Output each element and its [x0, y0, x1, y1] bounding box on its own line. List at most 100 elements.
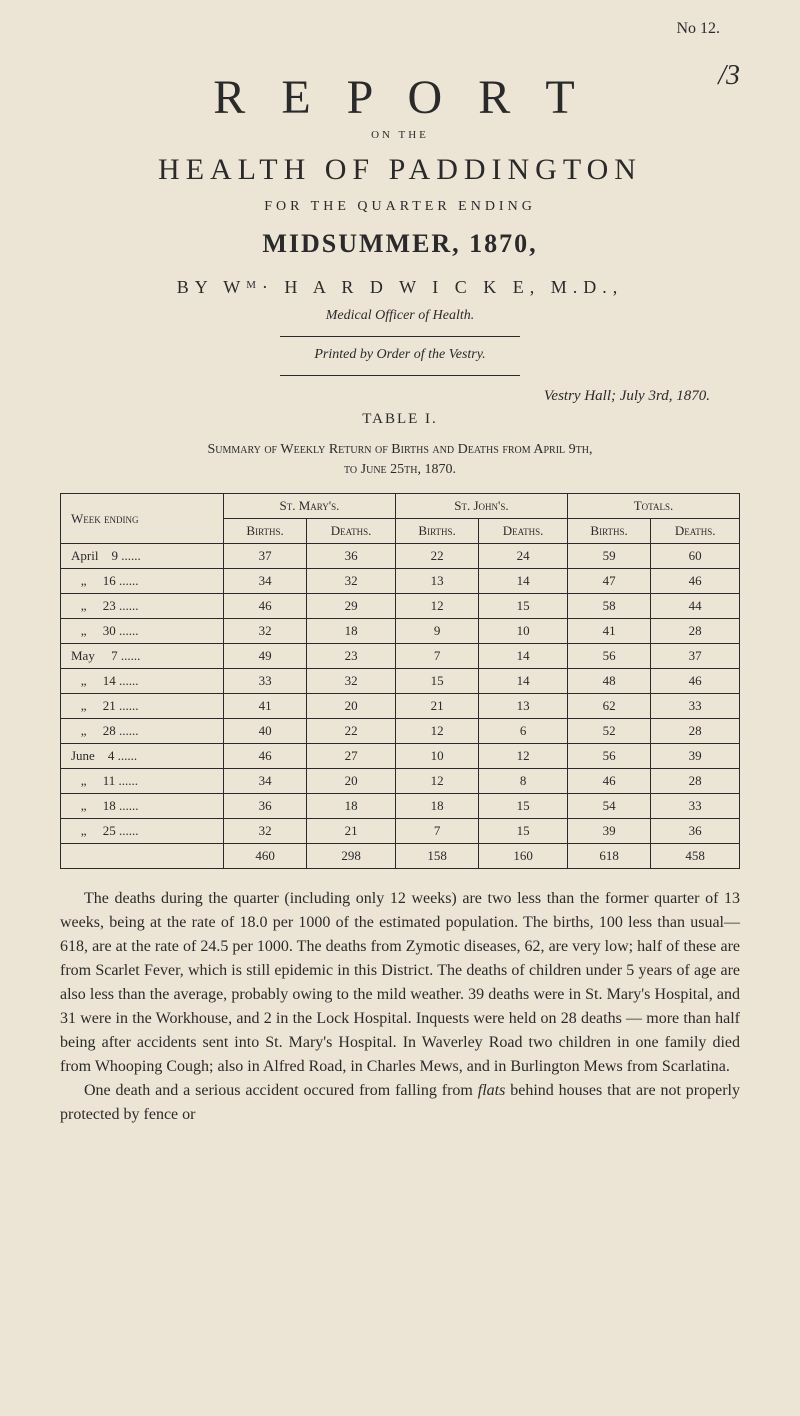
cell-tb: 46 [567, 769, 650, 794]
cell-week: „ 18 ...... [61, 794, 224, 819]
summary-table: Week ending St. Mary's. St. John's. Tota… [60, 493, 740, 869]
table-row: „ 14 ......333215144846 [61, 669, 740, 694]
cell-md: 22 [307, 719, 396, 744]
table-row: „ 16 ......343213144746 [61, 569, 740, 594]
cell-td: 33 [651, 794, 740, 819]
table-row: „ 18 ......361818155433 [61, 794, 740, 819]
health-title: HEALTH OF PADDINGTON [60, 153, 740, 187]
officer-line: Medical Officer of Health. [60, 308, 740, 324]
report-title: R E P O R T [60, 70, 740, 125]
cell-mb: 34 [223, 569, 306, 594]
cell-md: 18 [307, 794, 396, 819]
cell-jd: 13 [479, 694, 568, 719]
cell-td: 46 [651, 669, 740, 694]
cell-tb: 56 [567, 644, 650, 669]
cell-jb: 12 [395, 769, 478, 794]
cell-mb: 46 [223, 594, 306, 619]
cell-week: „ 28 ...... [61, 719, 224, 744]
cell-jb: 9 [395, 619, 478, 644]
divider [280, 336, 520, 337]
cell-tb: 39 [567, 819, 650, 844]
col-totals-births: Births. [567, 519, 650, 544]
cell-mb: 32 [223, 819, 306, 844]
cell-week: „ 11 ...... [61, 769, 224, 794]
cell-jd: 8 [479, 769, 568, 794]
cell-jb: 13 [395, 569, 478, 594]
divider [280, 375, 520, 376]
p2-em: flats [478, 1082, 506, 1099]
table-row: „ 11 ......34201284628 [61, 769, 740, 794]
col-mary-births: Births. [223, 519, 306, 544]
cell-jb: 15 [395, 669, 478, 694]
table-row: „ 25 ......32217153936 [61, 819, 740, 844]
author-line: BY Wᴹ· H A R D W I C K E, M.D., [60, 277, 740, 298]
cell-td: 28 [651, 769, 740, 794]
cell-md: 21 [307, 819, 396, 844]
cell-jd: 14 [479, 569, 568, 594]
cell-td-total: 458 [651, 844, 740, 869]
cell-td: 60 [651, 544, 740, 569]
cell-jd: 14 [479, 669, 568, 694]
cell-jb: 18 [395, 794, 478, 819]
cell-week-total [61, 844, 224, 869]
table-row: May 7 ......49237145637 [61, 644, 740, 669]
cell-md: 23 [307, 644, 396, 669]
col-week: Week ending [61, 494, 224, 544]
summary-line2: to June 25th, 1870. [344, 462, 456, 477]
table-row: „ 21 ......412021136233 [61, 694, 740, 719]
cell-jb: 22 [395, 544, 478, 569]
paragraph-2: One death and a serious accident occured… [60, 1079, 740, 1127]
table-row: „ 30 ......32189104128 [61, 619, 740, 644]
cell-week: June 4 ...... [61, 744, 224, 769]
cell-jb: 7 [395, 644, 478, 669]
cell-td: 39 [651, 744, 740, 769]
cell-mb: 41 [223, 694, 306, 719]
quarter-subtitle: FOR THE QUARTER ENDING [60, 199, 740, 215]
cell-md: 32 [307, 669, 396, 694]
cell-md: 27 [307, 744, 396, 769]
cell-jb: 21 [395, 694, 478, 719]
cell-md: 20 [307, 694, 396, 719]
cell-jd: 15 [479, 594, 568, 619]
cell-jd: 14 [479, 644, 568, 669]
cell-jb-total: 158 [395, 844, 478, 869]
cell-mb: 33 [223, 669, 306, 694]
handwritten-annotation: /3 [718, 60, 740, 92]
cell-jb: 10 [395, 744, 478, 769]
cell-jd: 15 [479, 819, 568, 844]
table-row: April 9 ......373622245960 [61, 544, 740, 569]
cell-tb-total: 618 [567, 844, 650, 869]
cell-td: 36 [651, 819, 740, 844]
col-totals: Totals. [567, 494, 739, 519]
cell-mb-total: 460 [223, 844, 306, 869]
col-john-births: Births. [395, 519, 478, 544]
cell-tb: 52 [567, 719, 650, 744]
cell-md: 32 [307, 569, 396, 594]
cell-week: „ 14 ...... [61, 669, 224, 694]
cell-md: 29 [307, 594, 396, 619]
table-label: TABLE I. [60, 411, 740, 428]
summary-text: Summary of Weekly Return of Births and D… [60, 440, 740, 479]
cell-tb: 59 [567, 544, 650, 569]
cell-mb: 32 [223, 619, 306, 644]
cell-td: 28 [651, 719, 740, 744]
cell-td: 44 [651, 594, 740, 619]
p2-prefix: One death and a serious accident occured… [84, 1082, 478, 1099]
cell-md-total: 298 [307, 844, 396, 869]
table-row: „ 28 ......40221265228 [61, 719, 740, 744]
paragraph-1: The deaths during the quarter (including… [60, 887, 740, 1079]
on-the-label: ON THE [60, 129, 740, 141]
cell-md: 36 [307, 544, 396, 569]
col-totals-deaths: Deaths. [651, 519, 740, 544]
period-heading: MIDSUMMER, 1870, [60, 229, 740, 259]
table-row: „ 23 ......462912155844 [61, 594, 740, 619]
cell-md: 18 [307, 619, 396, 644]
cell-jb: 12 [395, 594, 478, 619]
cell-mb: 49 [223, 644, 306, 669]
cell-tb: 56 [567, 744, 650, 769]
summary-line1: Summary of Weekly Return of Births and D… [207, 442, 592, 457]
body-text: The deaths during the quarter (including… [60, 887, 740, 1127]
cell-jb: 12 [395, 719, 478, 744]
cell-md: 20 [307, 769, 396, 794]
cell-week: „ 16 ...... [61, 569, 224, 594]
